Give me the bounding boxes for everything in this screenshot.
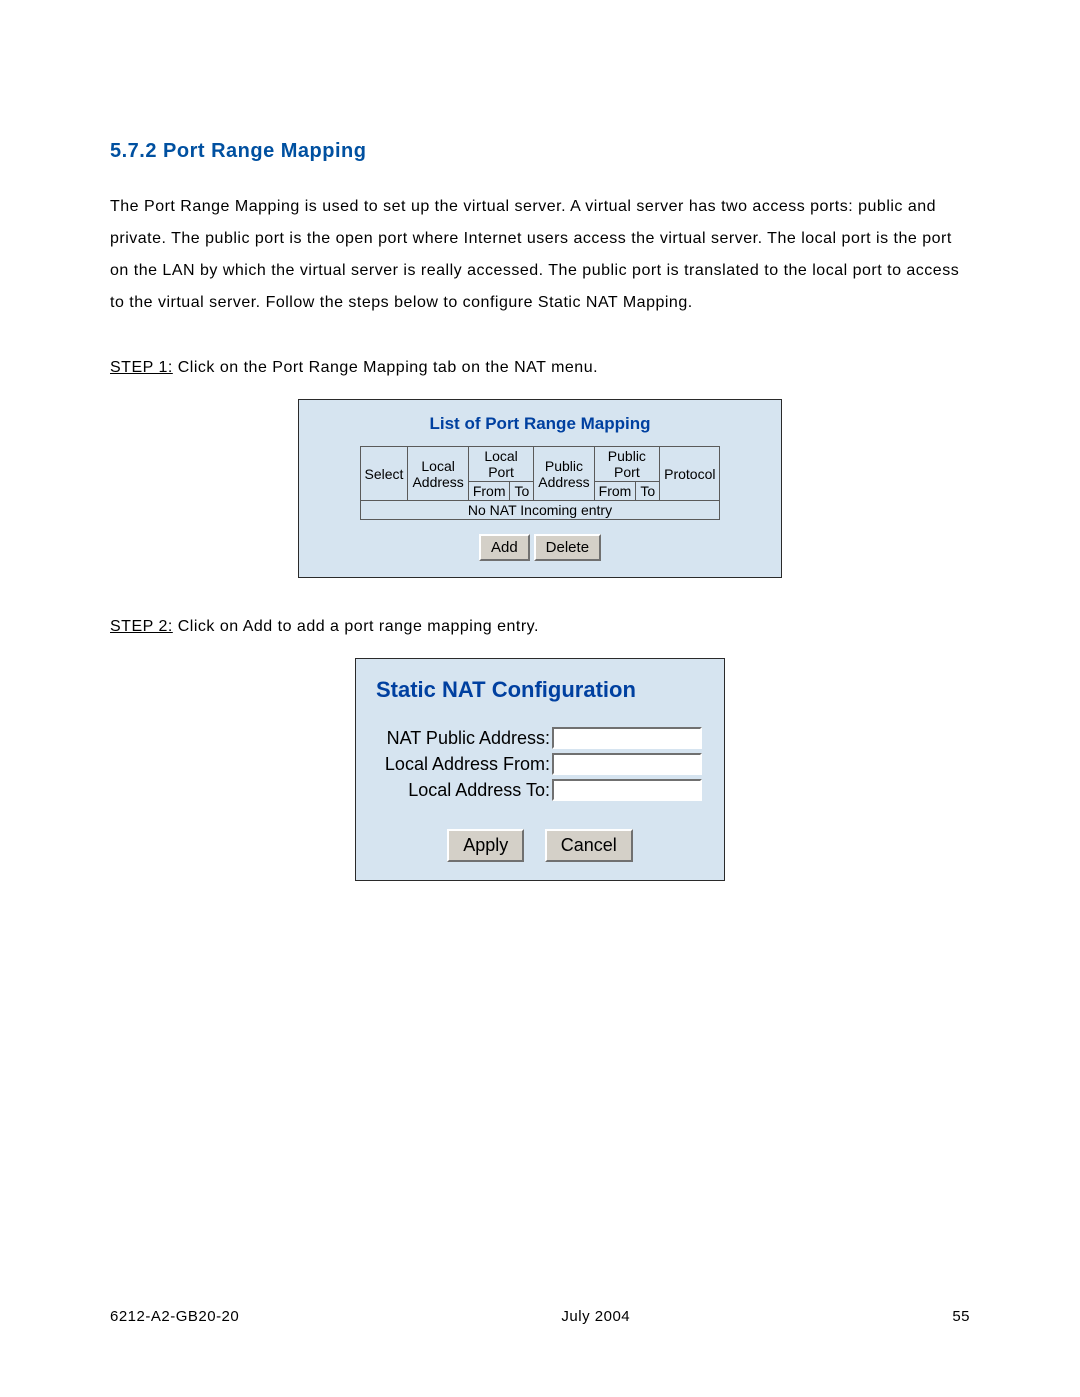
port-range-mapping-table: Select Local Address Local Port Public A… xyxy=(360,446,721,520)
page-footer: 6212-A2-GB20-20 July 2004 55 xyxy=(110,1308,970,1325)
static-nat-config-title: Static NAT Configuration xyxy=(376,677,710,703)
panel1-button-row: AddDelete xyxy=(309,534,771,561)
cancel-button[interactable]: Cancel xyxy=(545,829,633,862)
delete-button[interactable]: Delete xyxy=(534,534,601,561)
footer-date: July 2004 xyxy=(561,1308,630,1325)
nat-public-address-label: NAT Public Address: xyxy=(370,728,552,749)
col-select: Select xyxy=(360,447,408,501)
col-public-from: From xyxy=(594,482,636,501)
port-range-mapping-panel: List of Port Range Mapping Select Local … xyxy=(298,399,782,578)
step-2-text: Click on Add to add a port range mapping… xyxy=(173,618,539,635)
local-address-to-row: Local Address To: xyxy=(370,779,710,801)
nat-public-address-row: NAT Public Address: xyxy=(370,727,710,749)
step-1-label: STEP 1: xyxy=(110,359,173,376)
local-address-from-row: Local Address From: xyxy=(370,753,710,775)
manual-page: 5.7.2 Port Range Mapping The Port Range … xyxy=(0,0,1080,1397)
local-address-from-input[interactable] xyxy=(552,753,702,775)
local-address-from-label: Local Address From: xyxy=(370,754,552,775)
nat-public-address-input[interactable] xyxy=(552,727,702,749)
local-address-to-label: Local Address To: xyxy=(370,780,552,801)
local-address-to-input[interactable] xyxy=(552,779,702,801)
table-empty-row: No NAT Incoming entry xyxy=(360,501,720,520)
port-range-mapping-title: List of Port Range Mapping xyxy=(309,414,771,434)
col-protocol: Protocol xyxy=(660,447,720,501)
empty-message: No NAT Incoming entry xyxy=(360,501,720,520)
static-nat-config-panel: Static NAT Configuration NAT Public Addr… xyxy=(355,658,725,881)
step-2-label: STEP 2: xyxy=(110,618,173,635)
panel2-button-row: Apply Cancel xyxy=(370,829,710,862)
col-local-to: To xyxy=(510,482,534,501)
col-local-from: From xyxy=(468,482,510,501)
col-public-address: Public Address xyxy=(534,447,594,501)
col-public-to: To xyxy=(636,482,660,501)
col-local-port: Local Port xyxy=(468,447,533,482)
section-body: The Port Range Mapping is used to set up… xyxy=(110,191,970,319)
add-button[interactable]: Add xyxy=(479,534,530,561)
col-public-port: Public Port xyxy=(594,447,659,482)
footer-page-number: 55 xyxy=(952,1308,970,1325)
footer-doc-id: 6212-A2-GB20-20 xyxy=(110,1308,239,1325)
col-local-address: Local Address xyxy=(408,447,468,501)
apply-button[interactable]: Apply xyxy=(447,829,524,862)
section-heading: 5.7.2 Port Range Mapping xyxy=(110,140,970,163)
step-2: STEP 2: Click on Add to add a port range… xyxy=(110,618,970,636)
table-header-row: Select Local Address Local Port Public A… xyxy=(360,447,720,482)
step-1-text: Click on the Port Range Mapping tab on t… xyxy=(173,359,598,376)
step-1: STEP 1: Click on the Port Range Mapping … xyxy=(110,359,970,377)
